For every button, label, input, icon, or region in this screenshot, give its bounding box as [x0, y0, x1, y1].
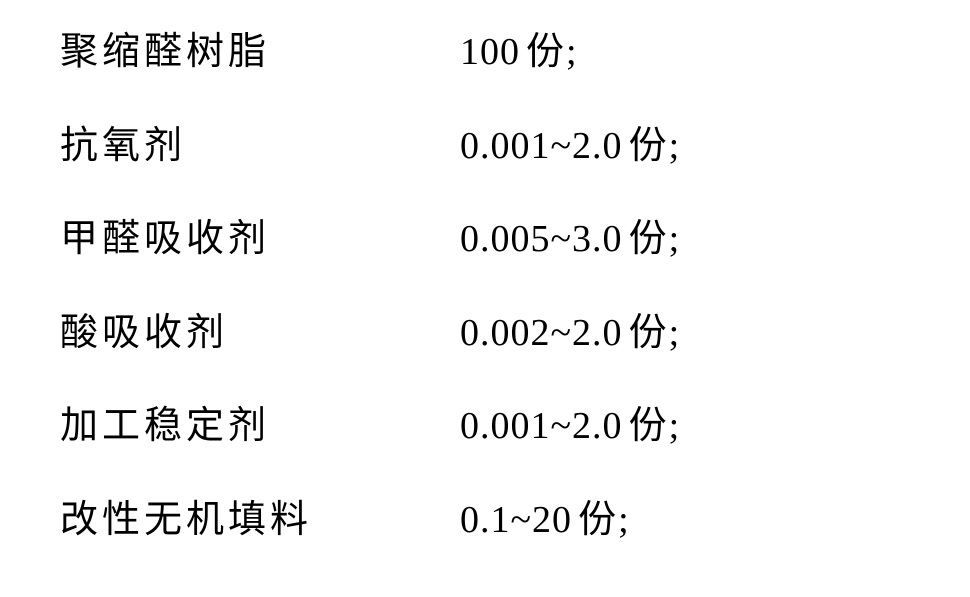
ingredient-label: 甲醛吸收剂: [60, 217, 460, 263]
ingredient-unit: 份: [629, 217, 667, 263]
punct: ;: [669, 217, 680, 263]
ingredient-unit: 份: [629, 124, 667, 170]
ingredient-row: 聚缩醛树脂 100 份;: [60, 30, 910, 76]
ingredient-unit: 份: [629, 311, 667, 357]
ingredient-value: 0.001~2.0: [460, 404, 623, 450]
ingredient-list: 聚缩醛树脂 100 份; 抗氧剂 0.001~2.0 份; 甲醛吸收剂 0.00…: [60, 30, 910, 544]
ingredient-value: 0.002~2.0: [460, 311, 623, 357]
ingredient-value: 0.001~2.0: [460, 124, 623, 170]
ingredient-value: 0.1~20: [460, 498, 572, 544]
ingredient-row: 加工稳定剂 0.001~2.0 份;: [60, 404, 910, 450]
punct: ;: [669, 311, 680, 357]
ingredient-value: 100: [460, 30, 520, 76]
punct: ;: [618, 498, 629, 544]
ingredient-label: 加工稳定剂: [60, 404, 460, 450]
ingredient-label: 聚缩醛树脂: [60, 30, 460, 76]
punct: ;: [669, 124, 680, 170]
ingredient-row: 甲醛吸收剂 0.005~3.0 份;: [60, 217, 910, 263]
ingredient-label: 改性无机填料: [60, 498, 460, 544]
ingredient-label: 抗氧剂: [60, 124, 460, 170]
ingredient-row: 抗氧剂 0.001~2.0 份;: [60, 124, 910, 170]
ingredient-unit: 份: [629, 404, 667, 450]
ingredient-unit: 份: [578, 498, 616, 544]
ingredient-row: 改性无机填料 0.1~20 份;: [60, 498, 910, 544]
punct: ;: [566, 30, 577, 76]
ingredient-label: 酸吸收剂: [60, 311, 460, 357]
ingredient-unit: 份: [526, 30, 564, 76]
ingredient-row: 酸吸收剂 0.002~2.0 份;: [60, 311, 910, 357]
punct: ;: [669, 404, 680, 450]
ingredient-value: 0.005~3.0: [460, 217, 623, 263]
